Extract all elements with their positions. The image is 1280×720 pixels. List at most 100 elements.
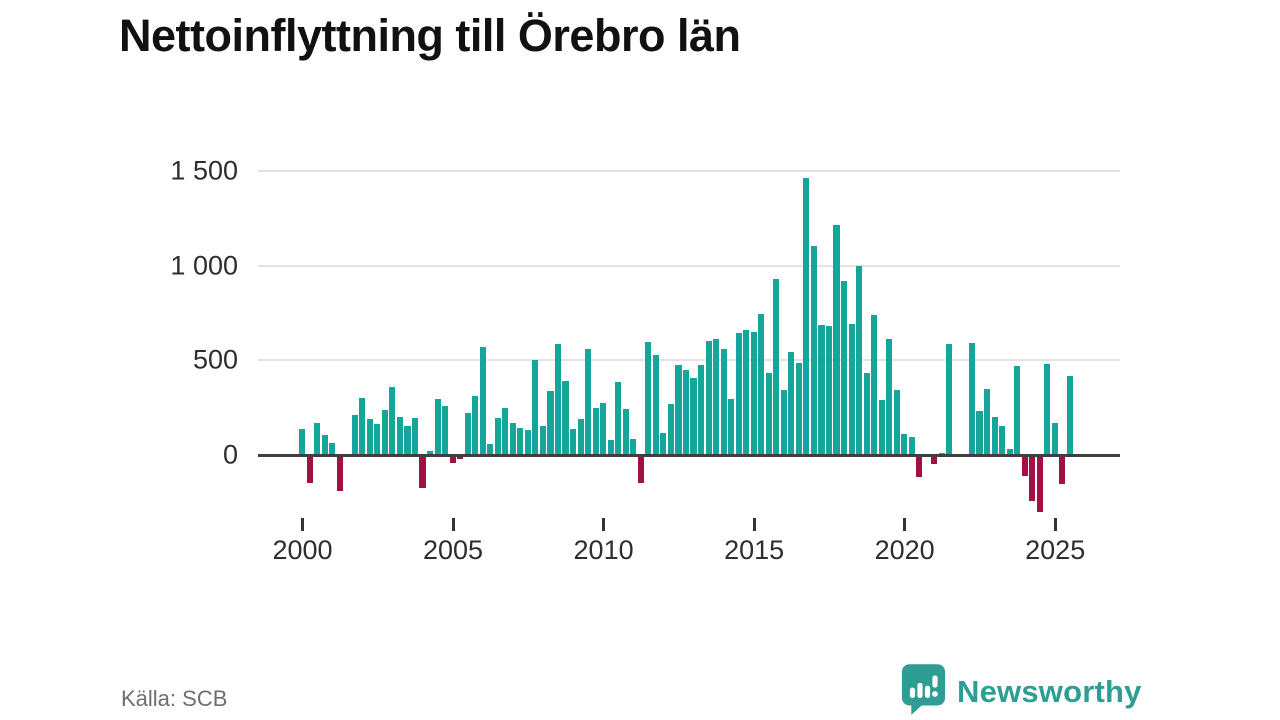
bar-2012Q1: [660, 432, 667, 455]
bar-2022Q3: [976, 410, 983, 455]
newsworthy-logo[interactable]: Newsworthy: [901, 663, 1142, 720]
bar-2025Q2: [1059, 455, 1066, 485]
x-axis-label-2000: 2000: [272, 535, 333, 565]
bar-2011Q3: [645, 342, 652, 455]
bar-2024Q4: [1044, 363, 1051, 455]
bar-2000Q1: [299, 429, 306, 455]
x-tick-2000: [301, 518, 304, 531]
bar-2015Q4: [773, 278, 780, 455]
bar-2004Q4: [442, 405, 449, 455]
bar-2020Q2: [908, 437, 915, 455]
bar-2013Q1: [690, 377, 697, 455]
bar-2022Q2: [968, 343, 976, 455]
bar-2015Q2: [758, 313, 765, 455]
bar-2005Q2: [457, 455, 464, 459]
bar-2010Q4: [622, 409, 629, 455]
bar-2020Q3: [916, 455, 923, 477]
bar-2012Q2: [667, 404, 674, 455]
bar-2011Q4: [652, 354, 659, 455]
bar-2010Q3: [615, 381, 622, 455]
bar-2006Q1: [479, 346, 486, 455]
bar-2005Q3: [464, 413, 471, 455]
bar-2014Q2: [728, 399, 735, 455]
bar-2003Q4: [411, 418, 419, 455]
bar-2011Q2: [637, 455, 644, 483]
bar-2002Q2: [366, 419, 373, 455]
y-axis-label-1500: 1 500: [170, 155, 238, 186]
gridline-1000: [258, 264, 1120, 267]
bar-2018Q1: [840, 281, 848, 455]
bar-2008Q3: [554, 344, 562, 455]
bar-2024Q2: [1029, 455, 1036, 501]
bar-2001Q4: [351, 415, 358, 455]
bar-2007Q1: [509, 423, 516, 455]
bar-2024Q3: [1036, 455, 1043, 513]
bar-2018Q4: [863, 373, 870, 455]
bar-2017Q3: [825, 326, 833, 455]
bar-2000Q2: [306, 455, 313, 484]
bar-2007Q4: [532, 359, 539, 455]
x-axis-label-2015: 2015: [724, 535, 785, 565]
bar-2012Q4: [682, 370, 690, 455]
bar-2006Q4: [502, 408, 509, 455]
bar-2003Q3: [404, 425, 411, 455]
bar-2009Q4: [592, 408, 599, 455]
bar-2009Q1: [570, 429, 577, 455]
bar-2019Q1: [871, 315, 878, 455]
bar-2001Q2: [336, 455, 343, 491]
x-axis-label-2005: 2005: [422, 535, 484, 565]
gridline-1500: [258, 169, 1120, 172]
gridline-500: [258, 359, 1120, 362]
bar-2014Q1: [720, 348, 727, 455]
newsworthy-brand-name: Newsworthy: [957, 674, 1142, 709]
bar-2003Q1: [389, 386, 396, 455]
bar-2023Q2: [999, 425, 1006, 455]
bar-2019Q2: [878, 400, 885, 455]
bar-2004Q1: [419, 455, 426, 489]
bar-2017Q1: [810, 245, 817, 455]
bar-2014Q4: [743, 330, 750, 455]
bar-2010Q2: [607, 440, 614, 455]
bar-2008Q4: [562, 380, 569, 455]
bar-2000Q3: [314, 423, 321, 455]
bar-2013Q4: [713, 338, 720, 455]
bar-2015Q1: [750, 332, 757, 455]
y-axis-label-0: 0: [222, 439, 238, 470]
bar-2001Q1: [329, 442, 336, 455]
bar-2005Q4: [472, 395, 479, 455]
bar-2008Q1: [539, 426, 547, 455]
bar-2009Q2: [577, 419, 584, 455]
zero-axis-line: [258, 453, 1120, 457]
bar-2025Q3: [1066, 375, 1073, 455]
bar-2007Q2: [517, 427, 524, 455]
bar-2023Q3: [1006, 449, 1013, 455]
newsworthy-bubble-icon: [901, 663, 946, 720]
x-axis-label-2020: 2020: [874, 535, 935, 565]
bar-2018Q2: [848, 324, 855, 455]
bar-2022Q4: [984, 388, 991, 455]
bar-2016Q1: [780, 389, 787, 455]
bar-2013Q2: [697, 365, 705, 455]
bar-2015Q3: [765, 373, 772, 455]
bar-2025Q1: [1051, 422, 1058, 455]
bar-2002Q4: [381, 409, 388, 455]
bar-2006Q3: [494, 417, 501, 455]
y-axis-label-500: 500: [192, 344, 238, 375]
bar-2020Q1: [901, 434, 908, 455]
bar-2023Q4: [1014, 366, 1021, 455]
x-axis-label-2010: 2010: [573, 535, 634, 565]
bar-2017Q4: [833, 224, 840, 455]
bar-2009Q3: [585, 348, 592, 455]
x-tick-2015: [752, 518, 756, 531]
bar-2024Q1: [1021, 455, 1028, 476]
bar-2012Q3: [675, 364, 682, 455]
bar-2014Q3: [735, 332, 742, 455]
bar-2005Q1: [449, 455, 456, 464]
bar-2016Q2: [788, 352, 795, 455]
bar-2019Q3: [886, 338, 893, 455]
x-tick-2025: [1053, 518, 1057, 531]
bar-2018Q3: [856, 265, 863, 455]
bar-2021Q3: [946, 344, 953, 455]
y-axis-label-1000: 1 000: [170, 250, 238, 281]
